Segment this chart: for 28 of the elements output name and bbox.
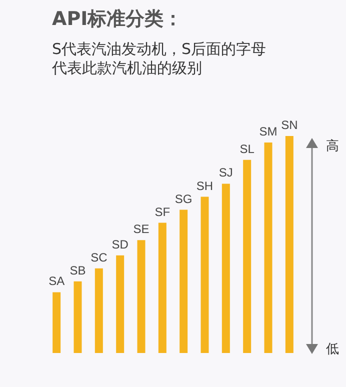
bar bbox=[264, 142, 272, 353]
x-tick-label: SM bbox=[259, 124, 278, 139]
chart-subtitle: S代表汽油发动机，S后面的字母代表此款汽机油的级别 bbox=[52, 40, 268, 78]
text: 低 bbox=[326, 341, 339, 358]
x-tick-label: SL bbox=[240, 142, 255, 156]
bar bbox=[137, 240, 146, 353]
bar bbox=[94, 268, 103, 353]
x-tick-label: SN bbox=[281, 118, 298, 132]
x-tick-label: SE bbox=[133, 222, 150, 236]
bar bbox=[222, 184, 230, 353]
x-tick-label: SF bbox=[154, 204, 170, 219]
bar bbox=[158, 222, 166, 353]
x-tick-label: SG bbox=[174, 192, 192, 206]
bar bbox=[52, 292, 61, 353]
bar bbox=[243, 160, 252, 353]
bar bbox=[180, 210, 188, 353]
x-tick-label: SD bbox=[112, 237, 129, 252]
x-tick-label: SC bbox=[90, 250, 108, 264]
bar bbox=[116, 255, 124, 353]
bar bbox=[74, 281, 82, 353]
chart-title: API标准分类： bbox=[52, 7, 183, 32]
text: 高 bbox=[326, 138, 339, 155]
bar bbox=[285, 136, 294, 353]
bar bbox=[200, 196, 209, 353]
x-tick-label: SJ bbox=[218, 166, 233, 180]
x-tick-label: SH bbox=[196, 178, 214, 193]
x-tick-label: SA bbox=[48, 274, 65, 288]
x-tick-label: SB bbox=[70, 263, 86, 278]
